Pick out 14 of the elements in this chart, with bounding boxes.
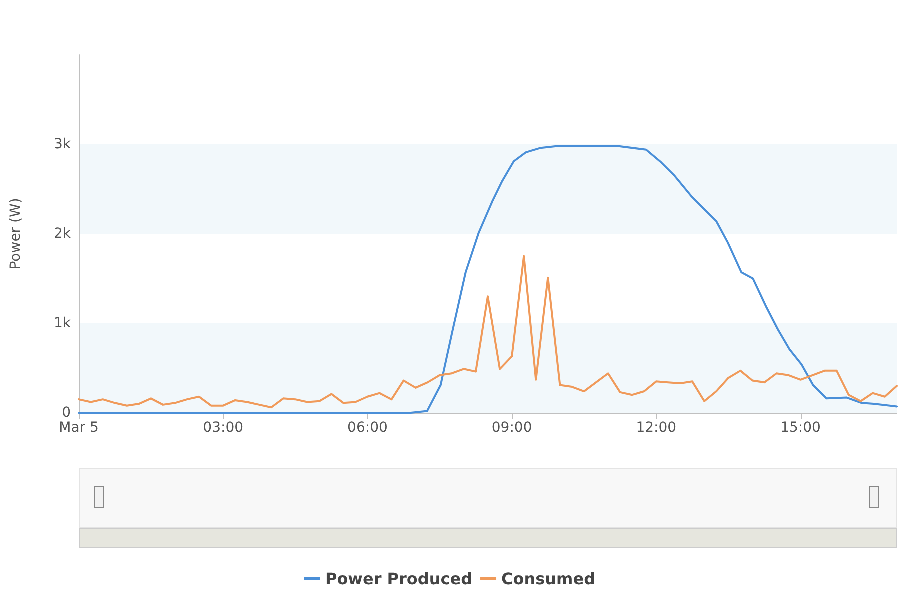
x-tick-label: 06:00	[348, 420, 388, 436]
x-tick-label: 03:00	[203, 420, 244, 436]
y-axis-title: Power (W)	[8, 198, 24, 270]
x-tick-label: 15:00	[780, 420, 821, 436]
y-tick-label: 0	[62, 405, 71, 421]
y-tick-label: 2k	[54, 226, 72, 242]
x-tick-label: 12:00	[636, 420, 677, 436]
legend-label: Power Produced	[325, 570, 473, 588]
x-tick-label: Mar 5	[59, 420, 99, 436]
y-tick-label: 3k	[54, 136, 72, 152]
x-tick-label: 09:00	[492, 420, 532, 436]
legend-label: Consumed	[502, 570, 596, 588]
y-tick-label: 1k	[54, 316, 72, 332]
line-series	[78, 255, 898, 409]
